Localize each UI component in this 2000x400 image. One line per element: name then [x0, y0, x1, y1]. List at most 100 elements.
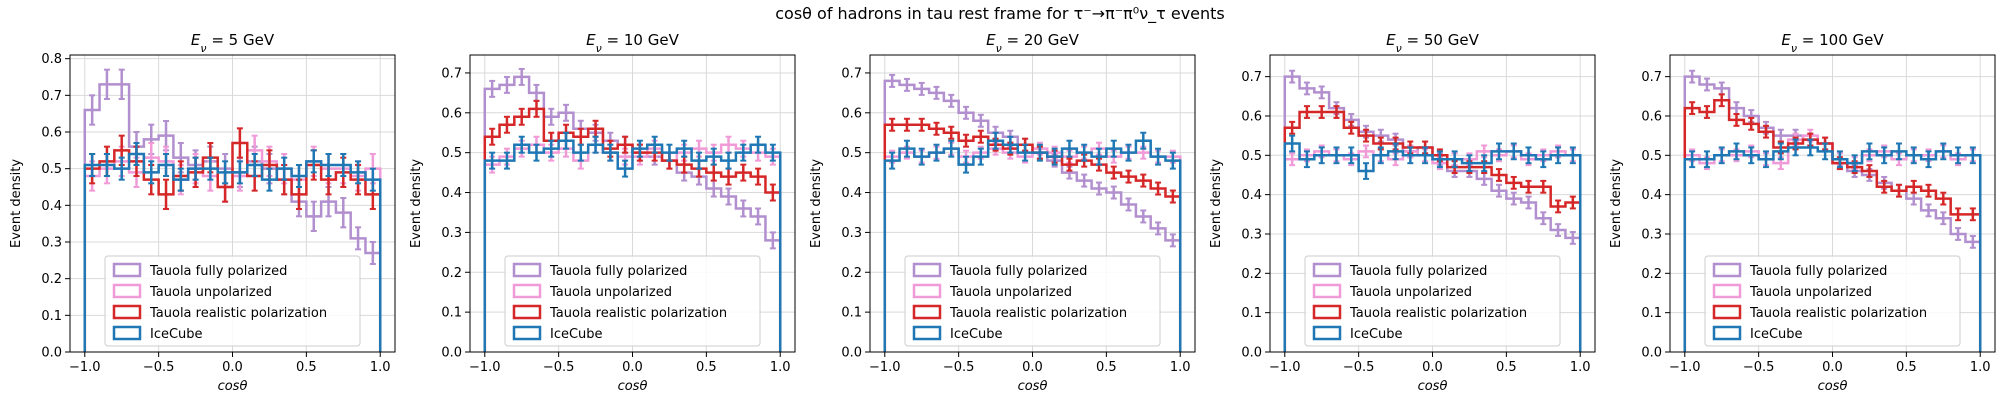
x-tick-label: −0.5 [1343, 360, 1375, 375]
y-tick-label: 0.7 [441, 66, 462, 81]
y-tick-label: 0.2 [1641, 267, 1662, 282]
legend-swatch [1312, 304, 1342, 320]
series-icecube [1283, 134, 1582, 352]
y-tick-label: 0.5 [41, 162, 62, 177]
y-axis-label: Event density [1209, 159, 1224, 248]
x-tick-label: −1.0 [869, 360, 901, 375]
y-tick-label: 0.0 [841, 346, 862, 361]
panel-5: −1.0 −0.5 0.0 0.5 1.0 0.0 0.1 0.2 0.3 0.4 0.5 0.6 0.… [1609, 31, 1996, 394]
x-tick-label: 0.5 [696, 360, 717, 375]
x-tick-label: 0.0 [222, 360, 243, 375]
y-tick-label: 0.2 [841, 266, 862, 281]
y-tick-label: 0.0 [41, 346, 62, 361]
x-tick-label: 0.0 [622, 360, 643, 375]
legend-box [1704, 255, 1961, 347]
panel-2: −1.0 −0.5 0.0 0.5 1.0 0.0 0.1 0.2 0.3 0.4 0.5 0.6 0.… [409, 31, 796, 394]
y-tick-label: 0.6 [1241, 109, 1262, 124]
x-axis-label: cosθ [618, 379, 648, 394]
x-axis-label: cosθ [1018, 379, 1048, 394]
y-tick-label: 0.4 [441, 186, 462, 201]
legend-entry: Tauola unpolarized [1749, 285, 1872, 300]
legend-swatch [112, 283, 142, 299]
legend-swatch [1312, 262, 1342, 278]
y-tick-label: 0.1 [41, 309, 62, 324]
legend-entry: Tauola realistic polarization [949, 306, 1127, 321]
x-tick-label: −1.0 [69, 360, 101, 375]
legend-swatch [512, 325, 542, 341]
y-tick-label: 0.5 [841, 146, 862, 161]
x-axis-label: cosθ [218, 379, 248, 394]
step-line [1683, 98, 1982, 352]
x-axis-label: cosθ [1818, 379, 1848, 394]
legend: Tauola fully polarized Tauola unpolarized… [1304, 255, 1561, 347]
legend-swatch [112, 304, 142, 320]
legend-entry: Tauola unpolarized [1349, 285, 1472, 300]
y-tick-label: 0.0 [441, 346, 462, 361]
legend-entry: IceCube [1350, 327, 1403, 342]
x-tick-label: −1.0 [469, 360, 501, 375]
legend-swatch [912, 325, 942, 341]
x-tick-label: 0.0 [1022, 360, 1043, 375]
panel-title: Eν = 20 GeV [986, 31, 1079, 55]
y-tick-label: 0.7 [41, 89, 62, 104]
y-tick-label: 0.3 [1241, 227, 1262, 242]
y-tick-label: 0.4 [1241, 188, 1262, 203]
step-line [483, 107, 782, 352]
x-tick-label: −0.5 [143, 360, 175, 375]
x-tick-label: 0.5 [1896, 360, 1917, 375]
step-line [1683, 146, 1982, 352]
legend-swatch [512, 262, 542, 278]
y-tick-label: 0.3 [1641, 227, 1662, 242]
x-tick-label: 0.5 [1096, 360, 1117, 375]
y-tick-label: 0.1 [1241, 306, 1262, 321]
y-tick-label: 0.7 [1641, 70, 1662, 85]
step-line [883, 139, 1182, 352]
y-tick-label: 0.4 [41, 199, 62, 214]
x-tick-label: −0.5 [1743, 360, 1775, 375]
y-axis-label: Event density [9, 159, 24, 248]
y-tick-label: 0.1 [441, 306, 462, 321]
x-tick-label: 1.0 [370, 360, 391, 375]
y-tick-label: 0.3 [41, 236, 62, 251]
legend-swatch [1712, 262, 1742, 278]
legend: Tauola fully polarized Tauola unpolarized… [904, 255, 1161, 347]
legend-entry: Tauola realistic polarization [1349, 306, 1527, 321]
legend: Tauola fully polarized Tauola unpolarized… [1704, 255, 1961, 347]
legend-swatch [1712, 304, 1742, 320]
legend-entry: IceCube [950, 327, 1003, 342]
x-tick-label: 0.5 [296, 360, 317, 375]
legend-entry: Tauola unpolarized [149, 285, 272, 300]
y-tick-label: 0.0 [1641, 346, 1662, 361]
y-tick-label: 0.8 [41, 52, 62, 67]
y-tick-label: 0.3 [841, 226, 862, 241]
x-tick-label: −0.5 [943, 360, 975, 375]
legend-entry: Tauola unpolarized [549, 285, 672, 300]
legend-entry: Tauola realistic polarization [149, 306, 327, 321]
legend-box [504, 255, 761, 347]
panel-title: Eν = 10 GeV [586, 31, 679, 55]
y-tick-label: 0.6 [1641, 109, 1662, 124]
legend-box [1304, 255, 1561, 347]
x-tick-label: −1.0 [1269, 360, 1301, 375]
x-axis-label: cosθ [1418, 379, 1448, 394]
legend-swatch [1712, 283, 1742, 299]
legend-entry: Tauola fully polarized [549, 264, 687, 279]
legend-entry: Tauola realistic polarization [1749, 306, 1927, 321]
legend: Tauola fully polarized Tauola unpolarized… [104, 255, 361, 347]
step-line [1283, 142, 1582, 352]
legend-entry: Tauola fully polarized [1749, 264, 1887, 279]
x-tick-label: 0.0 [1822, 360, 1843, 375]
legend-entry: Tauola fully polarized [149, 264, 287, 279]
legend-entry: Tauola fully polarized [1349, 264, 1487, 279]
y-axis-label: Event density [809, 159, 824, 248]
legend-swatch [112, 325, 142, 341]
y-axis-label: Event density [409, 159, 424, 248]
legend-entry: IceCube [550, 327, 603, 342]
legend-box [904, 255, 1161, 347]
series-tauola-realistic-polarization [1683, 93, 1982, 352]
y-tick-label: 0.7 [841, 66, 862, 81]
y-axis-label: Event density [1609, 159, 1624, 248]
legend-swatch [512, 304, 542, 320]
step-line [483, 139, 782, 352]
